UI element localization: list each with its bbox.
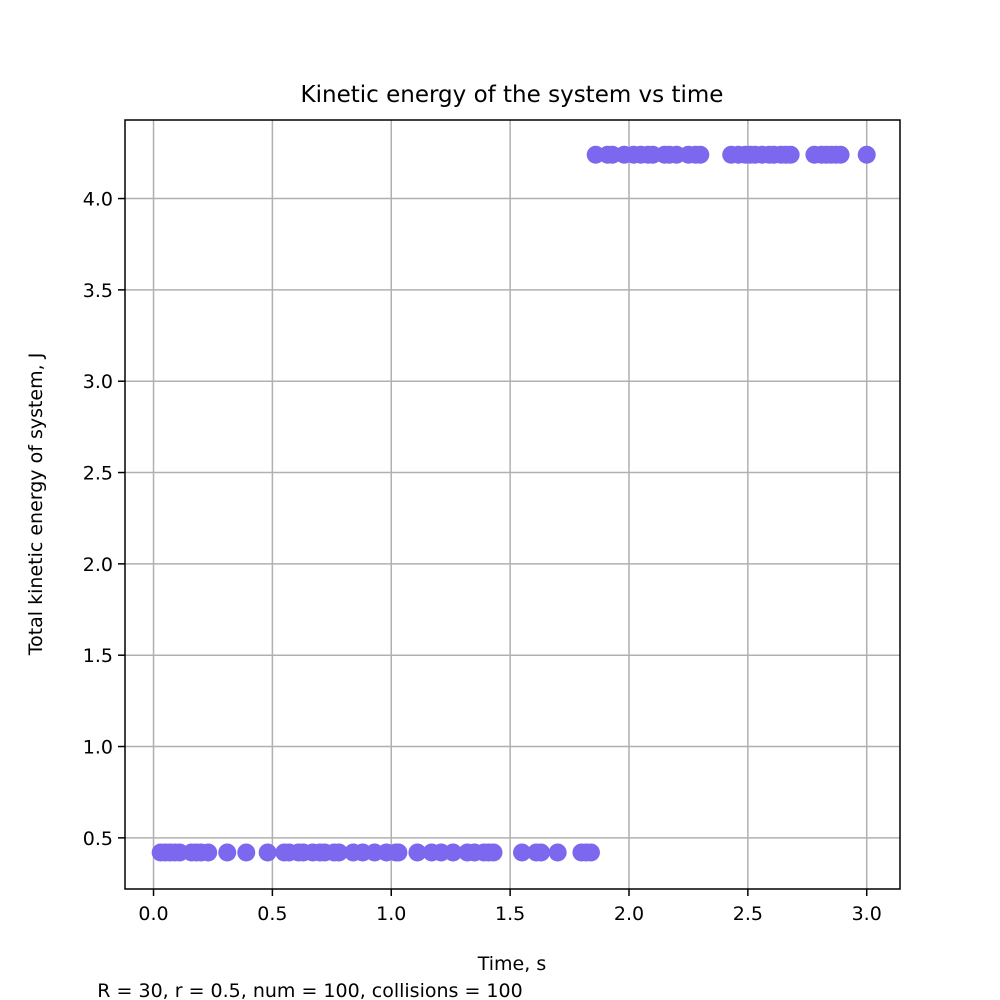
data-point xyxy=(581,843,600,862)
data-point xyxy=(444,843,463,862)
x-axis-ticks: 0.0 0.5 1.0 1.5 2.0 2.5 3.0 xyxy=(138,889,882,925)
data-point xyxy=(857,145,876,164)
data-point xyxy=(532,843,551,862)
x-tick-label: 2.0 xyxy=(614,903,644,925)
data-point xyxy=(237,843,256,862)
x-axis-label: Time, s xyxy=(477,953,546,975)
y-tick-label: 3.5 xyxy=(83,280,113,302)
data-point xyxy=(389,843,408,862)
chart-title: Kinetic energy of the system vs time xyxy=(301,82,724,108)
y-axis-label: Total kinetic energy of system, J xyxy=(25,353,47,657)
plot-frame xyxy=(124,119,901,890)
x-tick-label: 1.5 xyxy=(495,903,525,925)
y-tick-label: 1.5 xyxy=(83,645,113,667)
x-tick-label: 0.5 xyxy=(257,903,287,925)
x-tick-label: 1.0 xyxy=(376,903,406,925)
figure-caption: R = 30, r = 0.5, num = 100, collisions =… xyxy=(97,980,522,1000)
data-point xyxy=(691,145,710,164)
y-tick-label: 0.5 xyxy=(83,828,113,850)
data-points xyxy=(151,145,876,862)
data-point xyxy=(199,843,218,862)
x-tick-label: 3.0 xyxy=(852,903,882,925)
data-point xyxy=(329,843,348,862)
y-tick-label: 4.0 xyxy=(83,189,113,211)
data-point xyxy=(258,843,277,862)
data-point xyxy=(484,843,503,862)
data-point xyxy=(513,843,532,862)
data-point xyxy=(408,843,427,862)
y-axis-ticks: 0.5 1.0 1.5 2.0 2.5 3.0 3.5 4.0 xyxy=(83,189,125,850)
x-tick-label: 0.0 xyxy=(138,903,168,925)
grid xyxy=(125,120,900,889)
data-point xyxy=(781,145,800,164)
y-tick-label: 2.0 xyxy=(83,554,113,576)
data-point xyxy=(218,843,237,862)
y-tick-label: 1.0 xyxy=(83,737,113,759)
data-point xyxy=(831,145,850,164)
y-tick-label: 2.5 xyxy=(83,463,113,485)
y-tick-label: 3.0 xyxy=(83,371,113,393)
x-tick-label: 2.5 xyxy=(733,903,763,925)
data-point xyxy=(548,843,567,862)
